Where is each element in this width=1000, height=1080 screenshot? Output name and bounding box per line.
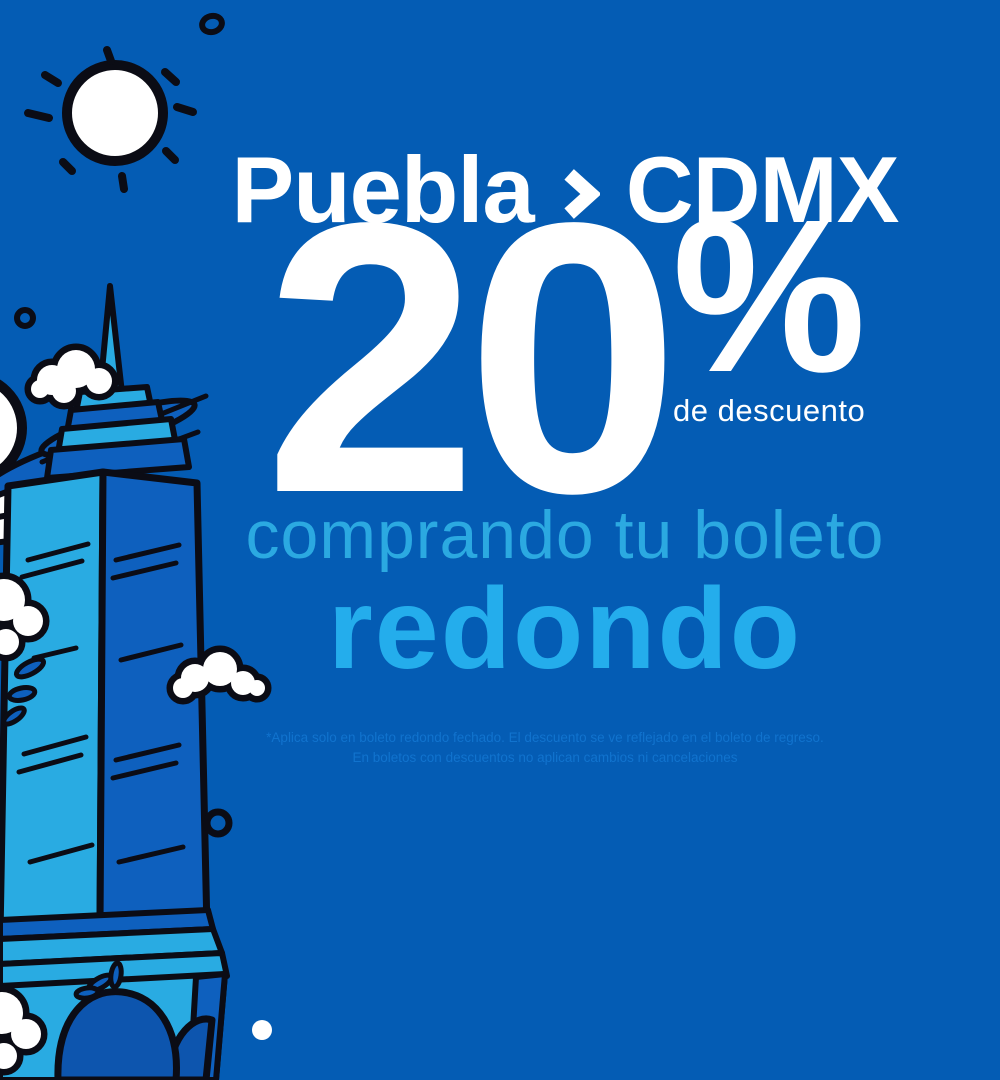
chevron-right-icon <box>564 169 600 219</box>
white-dot-icon <box>252 1020 272 1040</box>
cloud-icon <box>24 343 119 410</box>
disclaimer: *Aplica solo en boleto redondo fechado. … <box>95 728 995 769</box>
white-leaf-icon <box>0 474 95 546</box>
moon-icon <box>0 379 27 477</box>
tagline-line1: comprando tu boleto <box>245 497 885 573</box>
leaf-icon <box>1 656 47 727</box>
cloud-icon <box>0 985 48 1076</box>
route-destination: CDMX <box>625 137 900 242</box>
bush-icon <box>0 960 216 1080</box>
discount-value: 20 <box>263 142 680 573</box>
disclaimer-line1: *Aplica solo en boleto redondo fechado. … <box>266 730 824 745</box>
discount-qualifier: de descuento <box>673 393 866 429</box>
cloud-icon <box>0 572 50 662</box>
route-origin: Puebla <box>231 137 535 242</box>
route-headline: Puebla CDMX <box>115 136 1000 244</box>
discount-figure: 20 % de descuento <box>115 142 1000 573</box>
disclaimer-line2: En boletos con descuentos no aplican cam… <box>352 750 738 766</box>
leaf-icon <box>0 960 124 1055</box>
tagline-line2: redondo <box>328 565 802 693</box>
percent-sign: % <box>672 175 867 418</box>
